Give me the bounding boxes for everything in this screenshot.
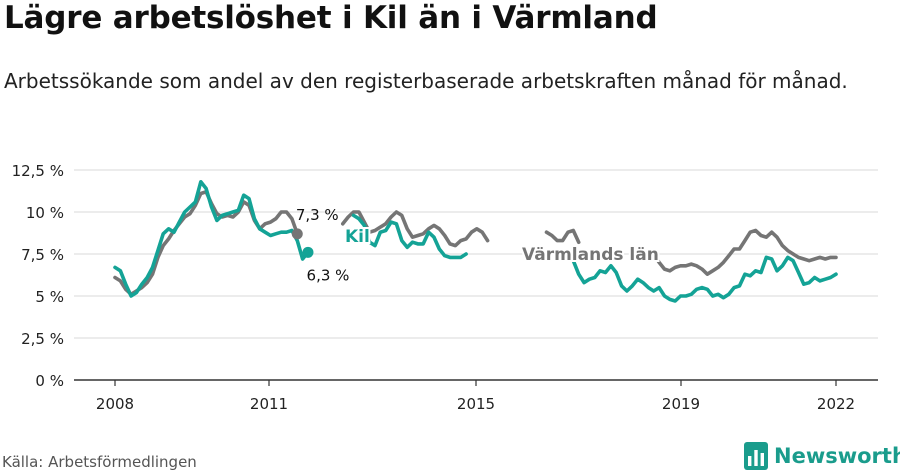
varmland-line	[544, 228, 581, 244]
y-tick-label: 0 %	[35, 372, 64, 390]
y-tick-label: 5 %	[35, 288, 64, 306]
chart-title: Lägre arbetslöshet i Kil än i Värmland	[4, 0, 658, 36]
y-tick-label: 12,5 %	[12, 162, 64, 180]
x-tick-label: 2011	[250, 395, 288, 413]
brand-logo[interactable]: Newsworthy	[744, 440, 900, 472]
y-axis-ticks: 0 % 2,5 % 5 % 7,5 % 10 % 12,5 %	[12, 162, 64, 390]
varmland-end-label: 7,3 %	[296, 206, 339, 224]
kil-line	[571, 255, 838, 303]
brand-name: Newsworthy	[774, 444, 900, 468]
varmland-series-label: Värmlands län	[522, 245, 659, 265]
x-tick-label: 2008	[96, 395, 134, 413]
kil-end-point	[302, 246, 314, 258]
newsworthy-logo-icon	[744, 442, 768, 470]
x-tick-label: 2015	[457, 395, 495, 413]
y-tick-label: 7,5 %	[21, 246, 64, 264]
varmland-line	[651, 228, 838, 276]
kil-series-label: Kil	[345, 227, 370, 247]
x-axis-ticks: 2008 2011 2015 2019 2022	[96, 380, 855, 413]
chart-subtitle: Arbetssökande som andel av den registerb…	[4, 69, 848, 93]
line-chart: 0 %2,5 %5 %7,5 %10 %12,5 % 2008 2011 2015 2…	[12, 162, 878, 413]
y-tick-label: 2,5 %	[21, 330, 64, 348]
kil-line	[113, 180, 310, 298]
x-tick-label: 2022	[817, 395, 855, 413]
kil-end-label: 6,3 %	[307, 266, 350, 284]
source-note: Källa: Arbetsförmedlingen	[2, 453, 197, 471]
kil-line	[351, 213, 468, 260]
y-tick-label: 10 %	[26, 204, 64, 222]
varmland-line	[113, 190, 300, 297]
series-labels: 6,3 % 7,3 % Kil Värmlands län	[291, 206, 661, 284]
varmland-end-point	[291, 228, 303, 240]
varmland-line	[341, 210, 490, 248]
x-tick-label: 2019	[662, 395, 700, 413]
series-lines	[113, 180, 838, 303]
